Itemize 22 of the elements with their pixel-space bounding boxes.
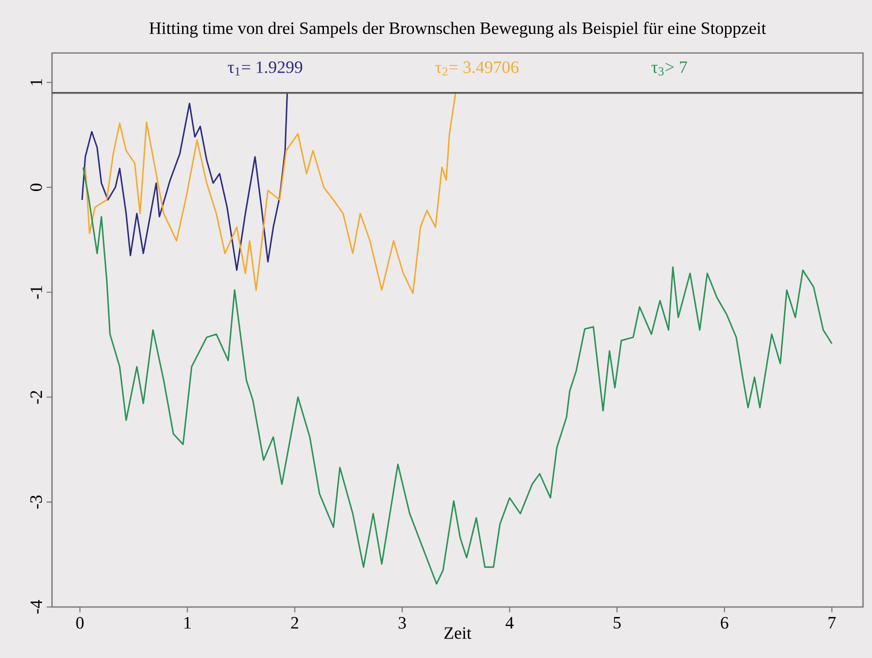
x-tick-label: 5 — [614, 617, 621, 629]
y-tick-label: -3 — [30, 496, 42, 509]
chart-title: Hitting time von drei Sampels der Brownschen Bewegung als Beispiel für eine Stoppzeit — [149, 22, 766, 38]
x-tick-label: 0 — [76, 617, 84, 629]
line-series — [84, 92, 456, 294]
series-label: τ$_{2}$= 3.49706 — [435, 61, 519, 76]
y-tick-label: -4 — [30, 600, 42, 614]
line-series — [82, 166, 833, 585]
x-tick-label: 2 — [291, 617, 298, 629]
y-tick-label: 1 — [30, 79, 42, 86]
x-tick-label: 6 — [720, 617, 728, 629]
x-tick-label: 7 — [828, 617, 836, 628]
text: τ$_{3}$> 7 — [651, 61, 688, 76]
y-tick-label: -1 — [30, 286, 42, 299]
series-label: τ$_{1}$= 1.9299 — [228, 61, 302, 76]
x-axis-title: Zeit — [444, 627, 472, 639]
x-tick-label: 4 — [506, 617, 514, 628]
y-tick-label: -2 — [30, 390, 42, 404]
line-series — [81, 92, 288, 271]
x-tick-label: 3 — [398, 617, 406, 629]
y-tick-label: 0 — [30, 184, 42, 191]
x-tick-label: 1 — [184, 617, 191, 628]
